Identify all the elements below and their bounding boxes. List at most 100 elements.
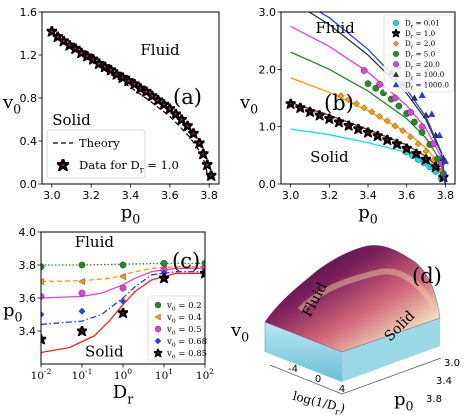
x-tick-label: 3.0 — [43, 189, 61, 202]
y-tick-label: 1.6 — [20, 6, 38, 19]
x-tick-label: 3.2 — [321, 189, 339, 202]
region-label: Fluid — [316, 19, 356, 37]
data-point — [41, 263, 45, 270]
legend-frame — [383, 14, 455, 93]
legend-label: Dr = 5.0 — [405, 50, 436, 61]
series-line — [41, 265, 205, 283]
legend-label: Dr = 2.0 — [405, 39, 436, 50]
data-point — [360, 104, 368, 112]
x-tick-label: 3.8 — [200, 189, 218, 202]
data-point — [337, 92, 345, 100]
data-point — [41, 293, 45, 300]
legend-swatch — [154, 301, 162, 309]
data-point — [206, 170, 216, 179]
x-tick-label: 3.6 — [398, 189, 416, 202]
legend-swatch — [392, 40, 400, 47]
region-label: Solid — [52, 111, 91, 129]
y-tick-label: 0.8 — [20, 92, 38, 105]
data-point — [418, 129, 426, 136]
data-point — [345, 96, 353, 104]
y-axis-label: p0 — [394, 389, 414, 413]
y-tick-label: 1.2 — [20, 49, 38, 62]
data-point — [78, 278, 85, 285]
panel-label: (c) — [172, 249, 200, 273]
y-tick-label: 3.6 — [19, 292, 37, 305]
region-label: Fluid — [140, 41, 180, 59]
x-tick-label: 102 — [196, 367, 214, 382]
data-point — [41, 311, 45, 318]
data-point — [414, 140, 422, 148]
data-point — [41, 278, 44, 285]
legend-label: Dr = 0.01 — [405, 19, 440, 30]
data-point — [344, 121, 354, 130]
data-point — [434, 155, 441, 163]
legend-label: Dr = 1000.0 — [405, 80, 449, 91]
data-point — [78, 307, 86, 315]
data-point — [77, 326, 87, 335]
x-tick-label: 100 — [114, 367, 132, 382]
x-axis-label: p0 — [358, 202, 378, 226]
legend-swatch — [154, 313, 161, 321]
data-point — [391, 122, 399, 130]
data-point — [383, 117, 391, 125]
data-point — [368, 108, 376, 116]
data-point — [198, 149, 208, 158]
series-line — [41, 272, 205, 354]
panel-label: (b) — [324, 91, 354, 115]
legend-label: Dr = 20.0 — [405, 60, 440, 71]
panel-c-chart: 10-2 10-1 100 101 102 3.4 3.6 3.8 4.0 Dr p0 Fluid So… — [3, 226, 214, 406]
x-tick-label: 0 — [315, 374, 321, 385]
legend-frame — [147, 295, 204, 361]
data-point — [201, 260, 205, 267]
data-point — [441, 157, 449, 164]
data-point — [352, 100, 360, 108]
x-tick-label: 3.8 — [437, 189, 455, 202]
panel-a-chart: 3.0 3.2 3.4 3.6 3.8 0.0 0.4 0.8 1.2 1.6 p0 v0 Fluid S… — [2, 6, 220, 226]
data-point — [418, 91, 426, 98]
data-point — [395, 102, 403, 110]
data-point — [286, 99, 296, 108]
y-tick-label: 3.0 — [444, 358, 460, 369]
data-point — [436, 131, 443, 138]
panel-label: (a) — [173, 85, 202, 109]
panel-b-chart: 3.0 3.2 3.4 3.6 3.8 0.0 1.0 2.0 3.0 p0 v0 Fluid Soli… — [239, 6, 456, 226]
legend-label: v0 = 0.5 — [166, 325, 202, 337]
legend-swatch — [154, 325, 162, 333]
z-axis-label: v0 — [230, 320, 249, 344]
x-axis-label: Dr — [113, 382, 134, 406]
data-point — [391, 94, 399, 102]
legend-swatch — [393, 50, 399, 57]
data-point — [119, 284, 127, 292]
data-point — [376, 80, 383, 88]
data-point — [399, 127, 407, 135]
data-point — [334, 117, 344, 126]
y-tick-label: 0.0 — [20, 178, 38, 191]
y-tick-label: 3.8 — [19, 259, 37, 272]
legend-label: Dr = 100.0 — [405, 70, 445, 81]
panel-c-plot-area — [41, 259, 205, 354]
data-point — [360, 67, 368, 74]
data-point — [194, 138, 204, 147]
legend-label: Dr = 1.0 — [405, 29, 436, 40]
legend-label: Data for Dr = 1.0 — [79, 158, 179, 174]
legend-swatch — [393, 61, 399, 68]
y-tick-label: 3.4 — [436, 376, 452, 387]
series-line — [290, 77, 446, 184]
legend-swatch — [393, 20, 399, 26]
y-axis-line — [341, 357, 442, 395]
legend-swatch — [392, 81, 400, 88]
data-point — [418, 123, 426, 131]
data-point — [78, 289, 86, 297]
y-axis-label: v0 — [239, 92, 258, 116]
data-point — [402, 143, 412, 152]
panel-label: (d) — [412, 264, 442, 288]
series-line — [41, 262, 205, 266]
data-point — [412, 149, 422, 158]
y-tick-label: 0.4 — [20, 135, 38, 148]
y-tick-label: 2.0 — [259, 63, 277, 76]
x-tick-label: 3.2 — [82, 189, 100, 202]
surface-side-front — [265, 322, 342, 382]
data-point — [422, 147, 430, 155]
x-tick-label: 101 — [155, 367, 173, 382]
